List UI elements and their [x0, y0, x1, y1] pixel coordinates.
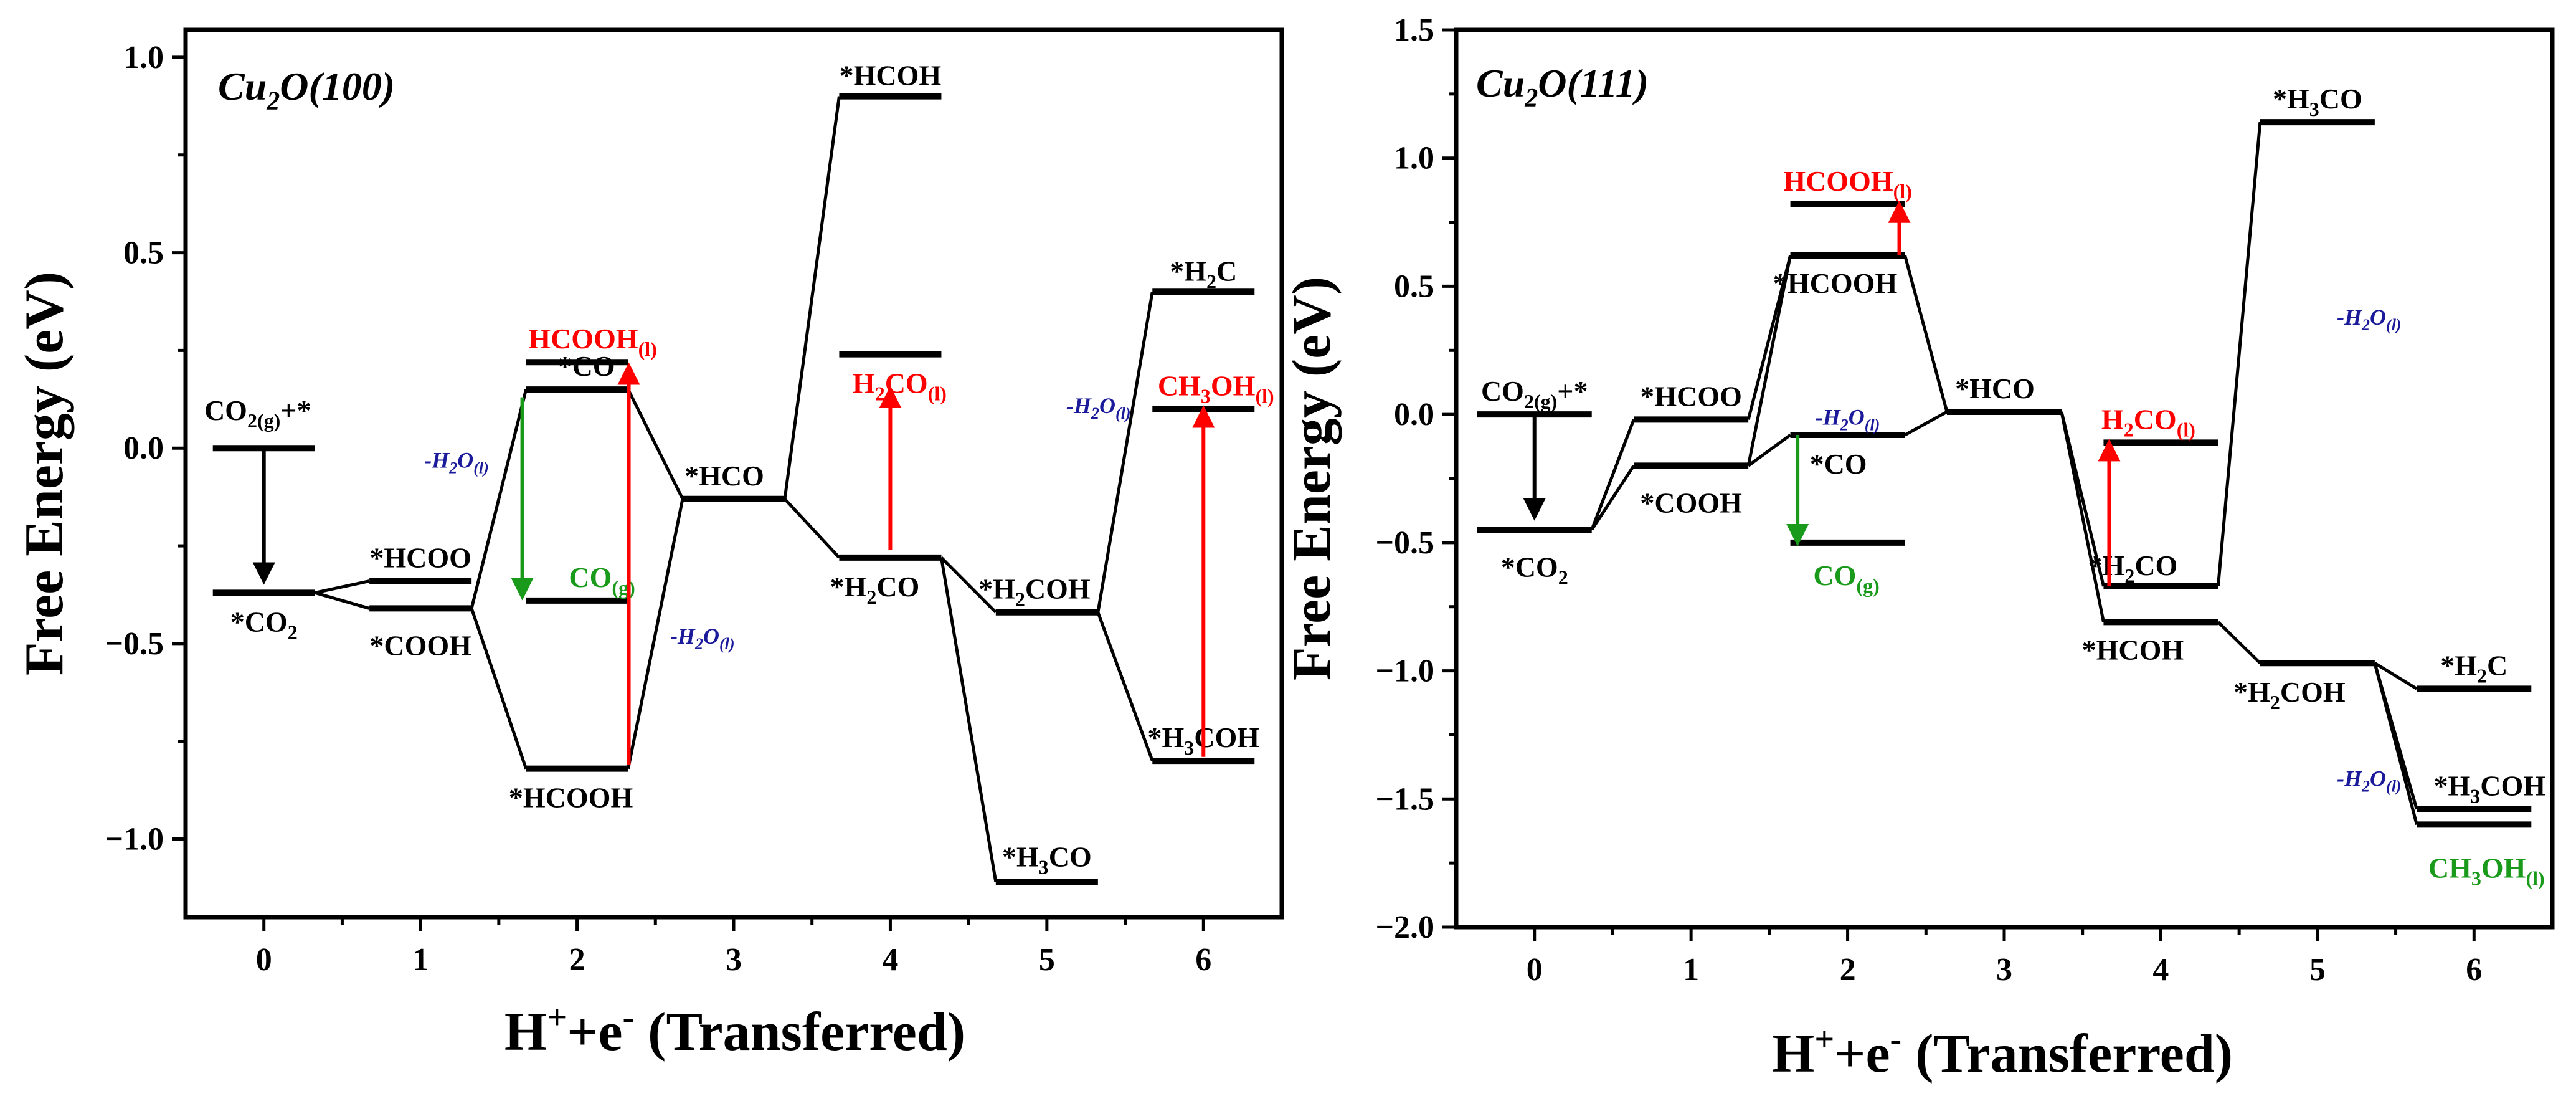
- x-tick-label: 1: [1683, 952, 1699, 988]
- x-tick-label: 3: [726, 942, 742, 978]
- level-connector: [627, 498, 684, 770]
- y-axis-title: Free Energy (eV): [1282, 277, 1342, 680]
- level-label-hco: *HCO: [684, 460, 764, 492]
- level-connector: [783, 96, 841, 500]
- y-tick-label: 0.0: [123, 431, 164, 466]
- panel-cu2o-100: Cu2O(100) H++e- (Transferred) Free Energ…: [14, 27, 1284, 1062]
- water-loss-label: -H2O(l): [2337, 766, 2402, 796]
- water-loss-label: -H2O(l): [424, 448, 489, 477]
- x-axis-title: H++e- (Transferred): [1772, 1020, 2233, 1084]
- level-connector: [1747, 434, 1792, 467]
- y-tick-label: −0.5: [1375, 525, 1434, 561]
- water-loss-label: -H2O(l): [1066, 393, 1131, 422]
- y-tick-label: −1.0: [1375, 654, 1434, 689]
- level-label-co2: *CO2​: [230, 606, 298, 643]
- level-label-hcooh_l: HCOOH(l)​: [528, 323, 657, 360]
- x-tick-label: 6: [1195, 942, 1211, 978]
- level-connector: [2216, 122, 2262, 587]
- level-label-h2co_l: H2​CO(l)​: [853, 368, 947, 405]
- level-label-hcoh: *HCOH: [2082, 634, 2184, 665]
- level-label-cooh: *COOH: [1640, 487, 1742, 518]
- level-label-co_g: CO(g)​: [569, 561, 635, 599]
- level-connector: [470, 389, 528, 609]
- level-label-co_g: CO(g)​: [1813, 560, 1879, 597]
- level-label-h2co_l: H2​CO(l)​: [2101, 403, 2195, 441]
- x-tick-label: 2: [1840, 952, 1856, 988]
- level-label-h3coh: *H3​COH: [2434, 770, 2546, 808]
- level-connector: [1904, 410, 1948, 437]
- level-connector: [627, 389, 684, 500]
- level-connector: [2373, 662, 2418, 826]
- y-tick-label: 0.5: [1394, 269, 1434, 304]
- level-label-hcoo: *HCOO: [369, 542, 471, 574]
- level-connector: [1096, 611, 1154, 761]
- level-label-h2coh: *H2​COH: [2233, 676, 2346, 713]
- level-label-hcooh_l: HCOOH(l)​: [1783, 165, 1912, 203]
- level-connector: [939, 557, 998, 882]
- level-connector: [1590, 419, 1636, 531]
- panel-cu2o-111: Cu2O(111) H++e- (Transferred) Free Energ…: [1282, 12, 2555, 1084]
- x-tick-label: 1: [412, 942, 429, 978]
- level-connector: [1746, 255, 1792, 466]
- x-tick-label: 5: [1039, 942, 1055, 978]
- level-label-co: *CO: [1810, 448, 1867, 480]
- level-label-hcooh: *HCOOH: [509, 782, 633, 814]
- x-tick-label: 6: [2466, 952, 2482, 988]
- level-connector: [2374, 662, 2418, 690]
- level-label-hcoh: *HCOH: [840, 60, 942, 92]
- level-connector: [1590, 465, 1636, 531]
- level-connector: [784, 498, 841, 559]
- level-connector: [2060, 411, 2105, 622]
- level-label-h2c: *H2​C: [2440, 649, 2507, 687]
- level-connector: [940, 556, 997, 614]
- x-tick-label: 4: [882, 942, 898, 978]
- level-label-h2co: *H2​CO: [2088, 550, 2178, 587]
- level-label-ch3oh_l: CH3​OH(l)​: [2428, 852, 2545, 889]
- level-label-h2co: *H2​CO: [830, 571, 920, 608]
- level-label-ch3oh_l: CH3​OH(l)​: [1158, 369, 1274, 407]
- panel-title: Cu2O(100): [218, 64, 395, 116]
- level-label-h2c: *H2​C: [1170, 255, 1237, 292]
- y-tick-label: 1.0: [123, 40, 164, 75]
- panel-title: Cu2O(111): [1476, 61, 1649, 113]
- level-label-cooh: *COOH: [369, 629, 471, 661]
- level-label-h2coh: *H2​COH: [978, 573, 1091, 611]
- x-tick-label: 0: [256, 942, 272, 978]
- x-tick-label: 2: [569, 942, 585, 978]
- level-connector: [315, 579, 370, 594]
- x-axis-title: H++e- (Transferred): [504, 998, 965, 1062]
- x-tick-label: 0: [1527, 952, 1543, 988]
- water-loss-label: -H2O(l): [2337, 305, 2402, 334]
- y-tick-label: 0.5: [123, 236, 164, 271]
- y-axis-title: Free Energy (eV): [14, 272, 75, 675]
- level-connector: [1096, 291, 1154, 613]
- level-label-hcoo: *HCOO: [1640, 380, 1742, 412]
- water-loss-label: -H2O(l): [670, 624, 735, 653]
- y-tick-label: 1.5: [1394, 12, 1434, 48]
- water-loss-label: -H2O(l): [1816, 405, 1880, 434]
- level-connector: [1903, 255, 1949, 412]
- y-tick-label: −1.0: [105, 822, 164, 857]
- level-label-h3co: *H3​CO: [2273, 83, 2362, 120]
- level-label-co2g: CO2(g)​+*: [204, 394, 311, 432]
- level-label-co: *CO: [558, 350, 615, 382]
- level-label-co2: *CO2​: [1501, 551, 1568, 588]
- level-label-hco: *HCO: [1955, 373, 2035, 404]
- level-label-co2g: CO2(g)​+*: [1481, 375, 1588, 412]
- y-tick-label: 1.0: [1394, 141, 1434, 176]
- y-tick-label: −0.5: [105, 626, 164, 662]
- level-label-h3co: *H3​CO: [1002, 841, 1092, 879]
- level-label-hcooh: *HCOOH: [1773, 267, 1898, 299]
- x-tick-label: 4: [2152, 952, 2169, 988]
- level-connector: [315, 591, 370, 610]
- x-tick-label: 3: [1996, 952, 2012, 988]
- y-tick-label: −1.5: [1375, 781, 1434, 817]
- y-tick-label: −2.0: [1375, 910, 1434, 945]
- y-tick-label: 0.0: [1394, 397, 1434, 432]
- level-connector: [2217, 621, 2261, 665]
- x-tick-label: 5: [2309, 952, 2326, 988]
- level-connector: [470, 608, 528, 770]
